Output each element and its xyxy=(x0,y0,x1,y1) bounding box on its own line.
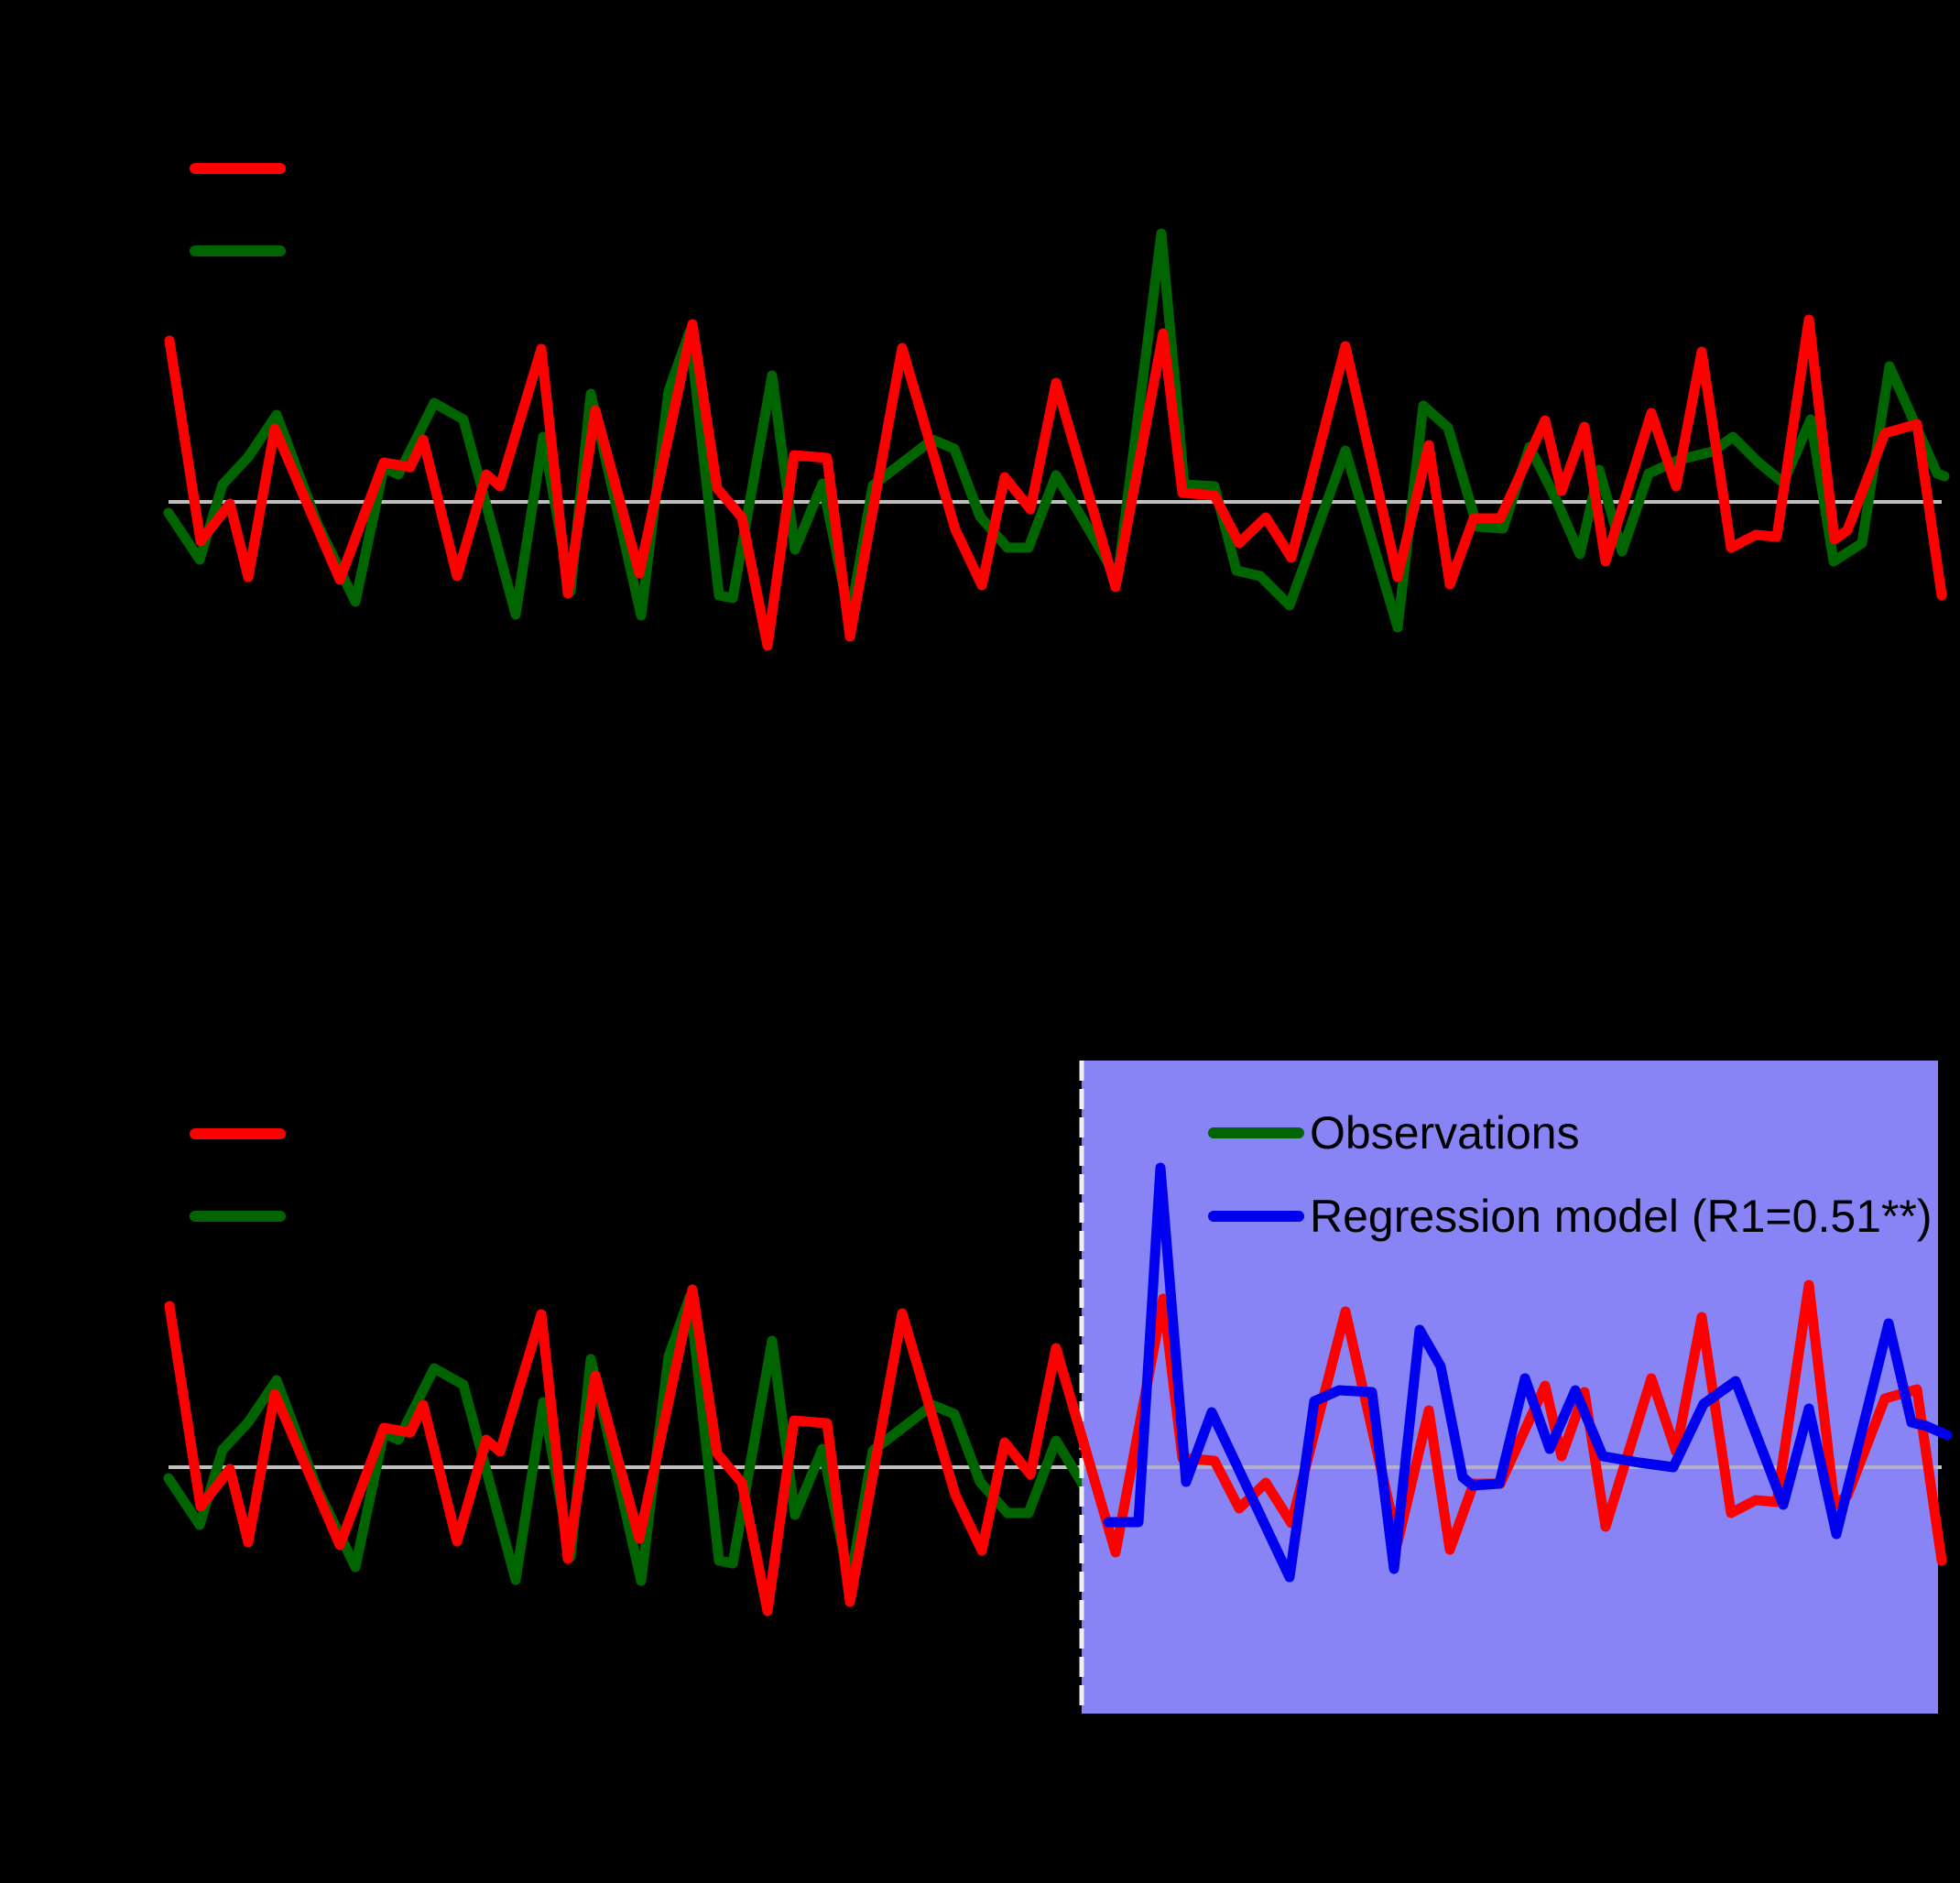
bottom-red-series-line xyxy=(164,1279,1947,1616)
top-panel xyxy=(163,163,1950,651)
box-legend-regression-label: Regression model (R1=0.51**) xyxy=(1310,1191,1933,1242)
bottom-panel: Observations Regression model (R1=0.51**… xyxy=(163,1061,1953,1714)
regression-model-blue-line xyxy=(1103,1162,1953,1583)
top-observations-green-line xyxy=(163,228,1950,633)
top-red-series-line xyxy=(164,314,1947,651)
validation-box-legend: Observations Regression model (R1=0.51**… xyxy=(1208,1107,1933,1242)
box-legend-observations-label: Observations xyxy=(1310,1107,1580,1159)
